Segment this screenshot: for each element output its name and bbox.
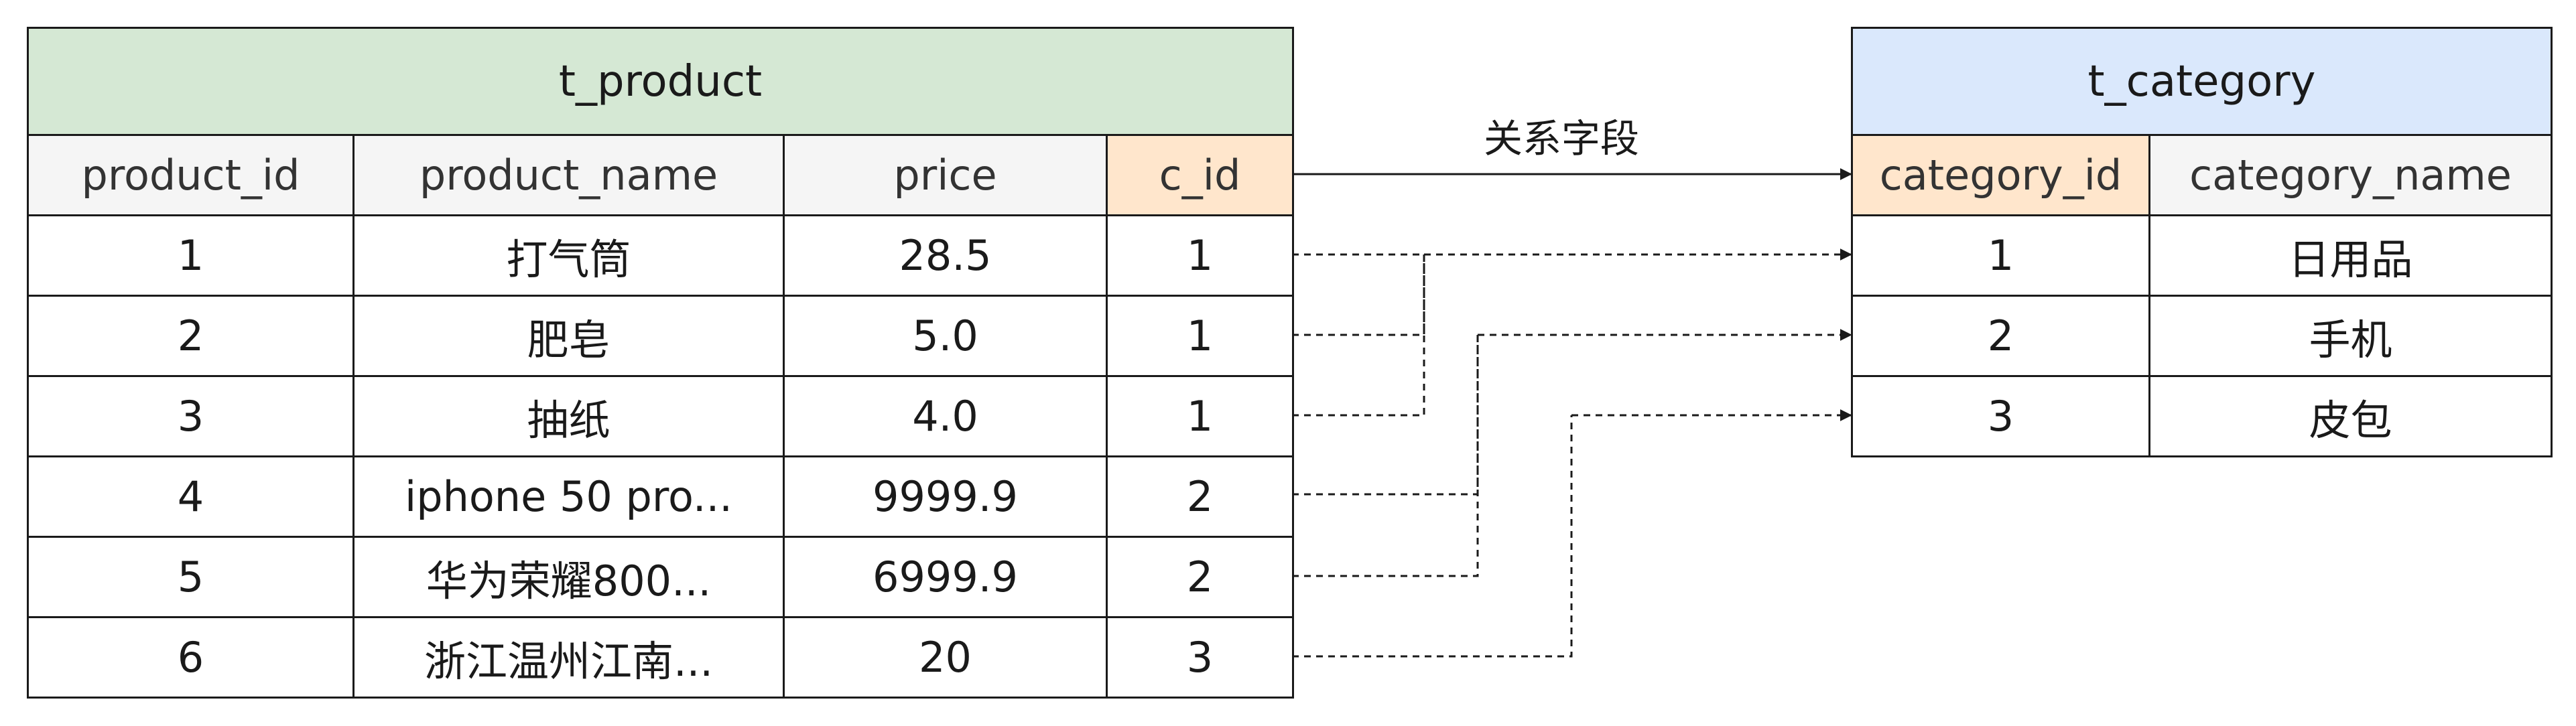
table-cell: 5.0	[783, 295, 1108, 377]
table-cell: 华为荣耀800...	[352, 536, 785, 618]
table-cell: 4	[27, 455, 355, 538]
table-cell: 20	[783, 616, 1108, 699]
table-cell: 6999.9	[783, 536, 1108, 618]
table-row: 4 iphone 50 pro... 9999.9 2	[27, 455, 1294, 538]
table-cell: 1	[1851, 214, 2150, 297]
table-cell: 2	[1106, 455, 1294, 538]
category-table: t_category category_id category_name 1 日…	[1851, 27, 2553, 457]
table-row: 3 抽纸 4.0 1	[27, 375, 1294, 457]
connector-row-6	[1292, 415, 1573, 658]
table-cell: 肥皂	[352, 295, 785, 377]
table-cell: 3	[1106, 616, 1294, 699]
connector-row-5	[1292, 335, 1479, 577]
product-table: t_product product_id product_name price …	[27, 27, 1294, 699]
category-table-title: t_category	[1851, 27, 2553, 136]
table-row: 5 华为荣耀800... 6999.9 2	[27, 536, 1294, 618]
table-cell: 6	[27, 616, 355, 699]
product-table-title: t_product	[27, 27, 1294, 136]
table-row: 3 皮包	[1851, 375, 2553, 457]
table-cell: 抽纸	[352, 375, 785, 457]
relation-label: 关系字段	[1483, 116, 1639, 161]
table-cell: 打气筒	[352, 214, 785, 297]
table-cell: 日用品	[2148, 214, 2553, 297]
column-header-category-id: category_id	[1851, 134, 2150, 216]
column-header-c-id: c_id	[1106, 134, 1294, 216]
column-header-product-id: product_id	[27, 134, 355, 216]
column-header-product-name: product_name	[352, 134, 785, 216]
column-header-price: price	[783, 134, 1108, 216]
table-cell: 2	[1851, 295, 2150, 377]
table-row: 2 手机	[1851, 295, 2553, 377]
table-row: 1 打气筒 28.5 1	[27, 214, 1294, 297]
table-cell: 9999.9	[783, 455, 1108, 538]
table-cell: 手机	[2148, 295, 2553, 377]
table-cell: 皮包	[2148, 375, 2553, 457]
table-row: 6 浙江温州江南... 20 3	[27, 616, 1294, 699]
table-cell: 4.0	[783, 375, 1108, 457]
table-cell: 2	[27, 295, 355, 377]
table-cell: 1	[1106, 214, 1294, 297]
table-cell: 5	[27, 536, 355, 618]
table-cell: iphone 50 pro...	[352, 455, 785, 538]
table-cell: 浙江温州江南...	[352, 616, 785, 699]
table-row: 2 肥皂 5.0 1	[27, 295, 1294, 377]
table-cell: 2	[1106, 536, 1294, 618]
connector-row-3	[1292, 255, 1425, 417]
column-header-category-name: category_name	[2148, 134, 2553, 216]
table-cell: 28.5	[783, 214, 1108, 297]
connector-row-4	[1292, 335, 1479, 496]
table-cell: 3	[27, 375, 355, 457]
table-cell: 1	[27, 214, 355, 297]
table-cell: 1	[1106, 375, 1294, 457]
table-cell: 1	[1106, 295, 1294, 377]
table-cell: 3	[1851, 375, 2150, 457]
table-row: 1 日用品	[1851, 214, 2553, 297]
connector-row-2	[1292, 255, 1425, 336]
